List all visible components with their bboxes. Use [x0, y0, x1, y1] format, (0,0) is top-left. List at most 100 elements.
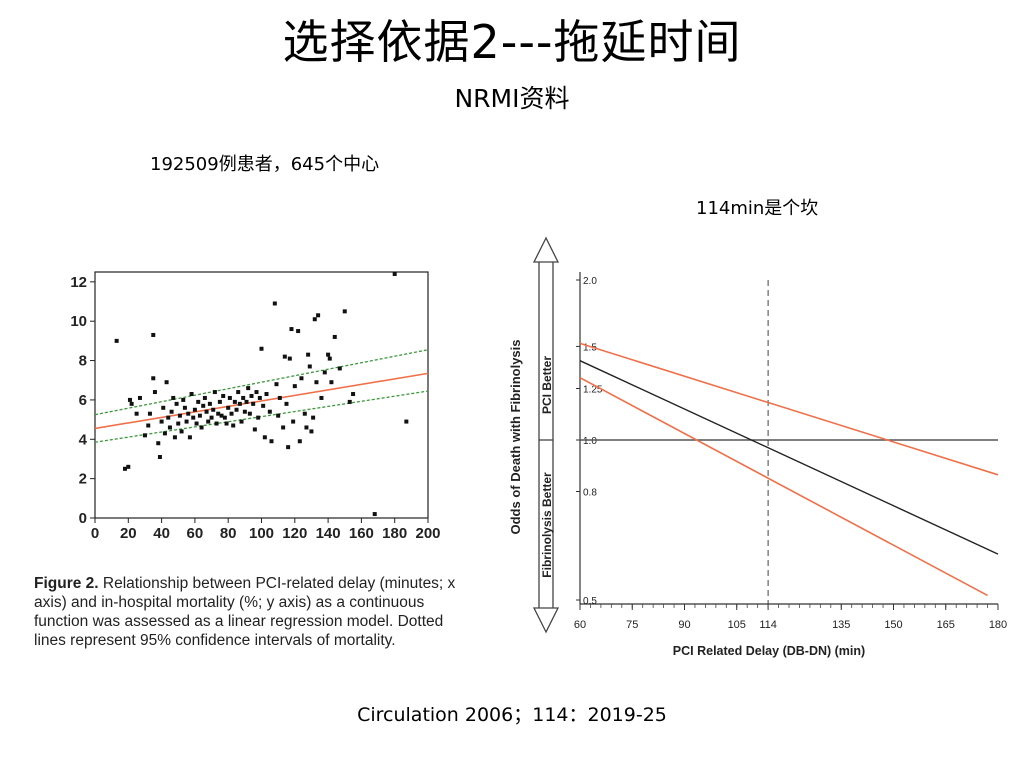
- data-point: [241, 395, 246, 400]
- down-arrow-icon: [532, 607, 560, 634]
- data-point: [327, 356, 332, 361]
- data-point: [272, 301, 277, 306]
- data-point: [332, 334, 337, 339]
- data-point: [186, 411, 191, 416]
- data-point: [261, 403, 266, 408]
- data-point: [157, 454, 162, 459]
- data-point: [299, 376, 304, 381]
- data-point: [162, 431, 167, 436]
- data-point: [177, 413, 182, 418]
- confidence-interval-line: [94, 349, 429, 416]
- y-tick-label: 10: [70, 313, 87, 330]
- data-point: [256, 415, 261, 420]
- data-point: [129, 401, 134, 406]
- data-point: [222, 415, 227, 420]
- data-point: [227, 395, 232, 400]
- slide-subtitle: NRMI资料: [454, 84, 570, 113]
- data-point: [137, 395, 142, 400]
- data-point: [217, 399, 222, 404]
- data-point: [311, 415, 316, 420]
- citation: Circulation 2006；114：2019-25: [357, 704, 667, 726]
- data-point: [284, 401, 289, 406]
- x-tick-label: 40: [153, 525, 170, 542]
- data-point: [176, 421, 181, 426]
- x-tick-label: 20: [120, 525, 137, 542]
- data-point: [194, 421, 199, 426]
- data-point: [207, 401, 212, 406]
- data-point: [347, 399, 352, 404]
- data-point: [307, 364, 312, 369]
- x-tick-label: 165: [937, 619, 955, 631]
- y-tick-label: 1.25: [583, 384, 603, 395]
- data-point: [126, 464, 131, 469]
- data-point: [249, 393, 254, 398]
- data-point: [236, 390, 241, 395]
- y-tick-label: 1.5: [583, 342, 597, 353]
- data-point: [197, 413, 202, 418]
- data-point: [146, 423, 151, 428]
- y-axis-title: Odds of Death with Fibrinolysis: [508, 339, 523, 534]
- data-point: [209, 415, 214, 420]
- data-point: [229, 411, 234, 416]
- threshold-note: 114min是个坎: [696, 198, 819, 219]
- data-point: [151, 376, 156, 381]
- x-tick-label: 114: [759, 619, 777, 631]
- data-point: [276, 413, 281, 418]
- y-tick-label: 2.0: [583, 276, 597, 287]
- x-tick-label: 140: [316, 525, 341, 542]
- data-point: [169, 409, 174, 414]
- x-tick-label: 60: [574, 619, 586, 631]
- y-tick-label: 0.5: [583, 596, 597, 607]
- data-point: [174, 401, 179, 406]
- x-tick-label: 135: [832, 619, 850, 631]
- data-point: [212, 390, 217, 395]
- data-point: [251, 401, 256, 406]
- data-point: [297, 439, 302, 444]
- data-point: [314, 380, 319, 385]
- x-axis-title: PCI Related Delay (DB-DN) (min): [673, 644, 865, 658]
- data-point: [172, 435, 177, 440]
- data-point: [161, 405, 166, 410]
- data-point: [242, 409, 247, 414]
- data-point: [337, 366, 342, 371]
- data-point: [267, 409, 272, 414]
- data-point: [342, 309, 347, 314]
- data-point: [372, 512, 377, 517]
- data-point: [167, 425, 172, 430]
- x-tick-label: 105: [728, 619, 746, 631]
- estimate-line: [579, 360, 999, 555]
- x-tick-label: 150: [884, 619, 902, 631]
- x-tick-label: 75: [626, 619, 638, 631]
- data-point: [214, 421, 219, 426]
- data-point: [286, 445, 291, 450]
- y-tick-label: 8: [79, 353, 87, 370]
- data-point: [147, 411, 152, 416]
- data-point: [322, 370, 327, 375]
- data-point: [247, 411, 252, 416]
- data-point: [122, 466, 127, 471]
- data-point: [304, 425, 309, 430]
- data-point: [269, 439, 274, 444]
- data-point: [312, 317, 317, 322]
- x-tick-label: 80: [220, 525, 237, 542]
- data-point: [204, 409, 209, 414]
- x-tick-label: 200: [415, 525, 440, 542]
- data-point: [281, 425, 286, 430]
- data-point: [237, 401, 242, 406]
- data-point: [191, 415, 196, 420]
- data-point: [246, 386, 251, 391]
- y-tick-label: 2: [79, 471, 87, 488]
- patients-note: 192509例患者，645个中心: [150, 154, 380, 175]
- data-point: [287, 356, 292, 361]
- data-point: [264, 392, 269, 397]
- y-tick-label: 0.8: [583, 488, 597, 499]
- data-point: [316, 313, 321, 318]
- y-tick-label: 6: [79, 392, 87, 409]
- data-point: [302, 411, 307, 416]
- data-point: [224, 421, 229, 426]
- confidence-band-line: [579, 376, 988, 597]
- data-point: [166, 415, 171, 420]
- data-point: [182, 405, 187, 410]
